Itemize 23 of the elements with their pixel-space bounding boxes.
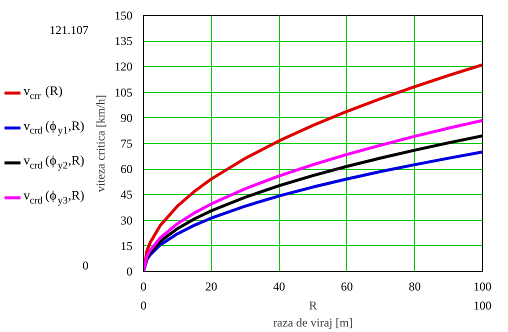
y-axis-title: viteza critica [km/h] — [94, 94, 108, 192]
y-tick-label: 45 — [120, 188, 132, 202]
text: 0 — [82, 258, 88, 273]
y-tick-label: 60 — [120, 162, 132, 176]
y-tick-label: 30 — [120, 213, 132, 228]
text: 0 — [140, 298, 146, 312]
y-tick-label: 15 — [120, 238, 132, 253]
x-tick-label: 100 — [474, 280, 492, 294]
y-tick-label: 135 — [114, 34, 132, 48]
y-tick-label: 120 — [114, 60, 132, 74]
y-tick-label: 0 — [126, 264, 132, 278]
y-tick-label: 150 — [114, 8, 132, 22]
y-tick-label: 105 — [114, 85, 132, 100]
x-axis-title: R raza de viraj [m] — [273, 298, 353, 330]
x-tick-label: 40 — [273, 280, 286, 294]
text: 121.107 — [50, 23, 88, 38]
y-tick-label: 75 — [120, 136, 132, 150]
text: 100 — [474, 298, 492, 312]
x-tick-label: 0 — [140, 280, 146, 294]
x-tick-label: 60 — [340, 280, 353, 294]
y-tick-label: 90 — [120, 110, 132, 125]
x-tick-label: 80 — [408, 280, 421, 294]
x-tick-label: 20 — [205, 280, 218, 294]
